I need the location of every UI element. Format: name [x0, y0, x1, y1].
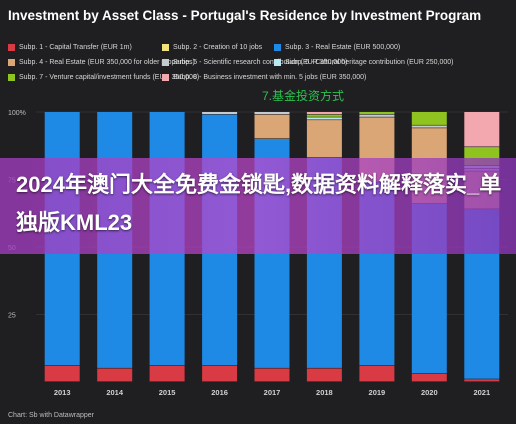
legend-swatch [8, 74, 15, 81]
bar-segment [306, 114, 342, 117]
x-tick-label: 2014 [106, 388, 124, 397]
legend-entry: Subp. 7 - Venture capital/investment fun… [8, 74, 199, 81]
banner-text: 2024年澳门大全免费金锁匙,数据资料解释落实_单独版KML23 [16, 172, 502, 235]
chart-title: Investment by Asset Class - Portugal's R… [8, 8, 482, 23]
legend-row: Subp. 1 - Capital Transfer (EUR 1m) Subp.… [8, 40, 478, 55]
x-tick-label: 2020 [421, 388, 438, 397]
legend-row: Subp. 7 - Venture capital/investment fun… [8, 70, 478, 85]
x-tick-label: 2015 [159, 388, 176, 397]
bar-segment [359, 365, 395, 382]
legend-swatch [8, 44, 15, 51]
bar-segment [202, 112, 238, 115]
legend-entry: Subp. 5 - Scientific research contributi… [162, 59, 347, 66]
legend-label: Subp. 4 - Real Estate (EUR 350,000 for o… [19, 59, 195, 66]
bar-segment [44, 365, 80, 382]
x-tick-label: 2013 [54, 388, 71, 397]
legend-entry: Subp. 4 - Real Estate (EUR 350,000 for o… [8, 59, 195, 66]
legend-label: Subp. 8 - Business investment with min. … [173, 74, 367, 81]
bar-segment [306, 368, 342, 382]
bar-segment [411, 125, 447, 128]
bar-segment [411, 112, 447, 125]
bar-segment [306, 117, 342, 120]
legend-swatch [162, 59, 169, 66]
legend-entry: Subp. 1 - Capital Transfer (EUR 1m) [8, 44, 162, 51]
chart-credit: Chart: Sb with Datawrapper [8, 412, 94, 419]
legend-label: Subp. 7 - Venture capital/investment fun… [19, 74, 200, 81]
x-tick-label: 2017 [264, 388, 281, 397]
y-tick-label: 25 [8, 313, 16, 320]
legend-entry: Subp. 8 - Business investment with min. … [162, 74, 366, 81]
overlay-banner: 2024年澳门大全免费金锁匙,数据资料解释落实_单独版KML23 [0, 158, 516, 254]
bar-segment [306, 120, 342, 158]
legend-label: Subp. 2 - Creation of 10 jobs [173, 44, 263, 51]
x-tick-label: 2021 [473, 388, 490, 397]
bar-segment [254, 112, 290, 115]
bar-segment [306, 112, 342, 115]
bar-segment [411, 373, 447, 382]
bar-segment [254, 114, 290, 139]
legend-label: Subp. 3 - Real Estate (EUR 500,000) [285, 44, 401, 51]
legend: Subp. 1 - Capital Transfer (EUR 1m) Subp.… [8, 40, 478, 85]
bar-segment [97, 368, 133, 382]
legend-swatch [162, 44, 169, 51]
legend-label: Subp. 5 - Scientific research contributi… [173, 59, 348, 66]
x-tick-label: 2018 [316, 388, 333, 397]
y-tick-label: 100% [8, 110, 26, 117]
legend-swatch [274, 44, 281, 51]
bar-segment [359, 114, 395, 117]
legend-swatch [274, 59, 281, 66]
x-tick-label: 2019 [369, 388, 386, 397]
bar-segment [254, 368, 290, 382]
chart-annotation: 7.基金投资方式 [262, 89, 345, 103]
legend-entry: Subp. 6 - Cultural heritage contribution… [274, 59, 464, 66]
bar-segment [202, 365, 238, 382]
bar-segment [464, 379, 500, 382]
legend-swatch [8, 59, 15, 66]
bar-segment [149, 365, 185, 382]
bar-segment [464, 112, 500, 147]
legend-label: Subp. 1 - Capital Transfer (EUR 1m) [19, 44, 132, 51]
legend-entry: Subp. 3 - Real Estate (EUR 500,000) [274, 44, 464, 51]
bar-segment [359, 112, 395, 115]
legend-entry: Subp. 2 - Creation of 10 jobs [162, 44, 274, 51]
legend-row: Subp. 4 - Real Estate (EUR 350,000 for o… [8, 55, 478, 70]
x-tick-label: 2016 [211, 388, 228, 397]
legend-swatch [162, 74, 169, 81]
legend-label: Subp. 6 - Cultural heritage contribution… [285, 59, 454, 66]
